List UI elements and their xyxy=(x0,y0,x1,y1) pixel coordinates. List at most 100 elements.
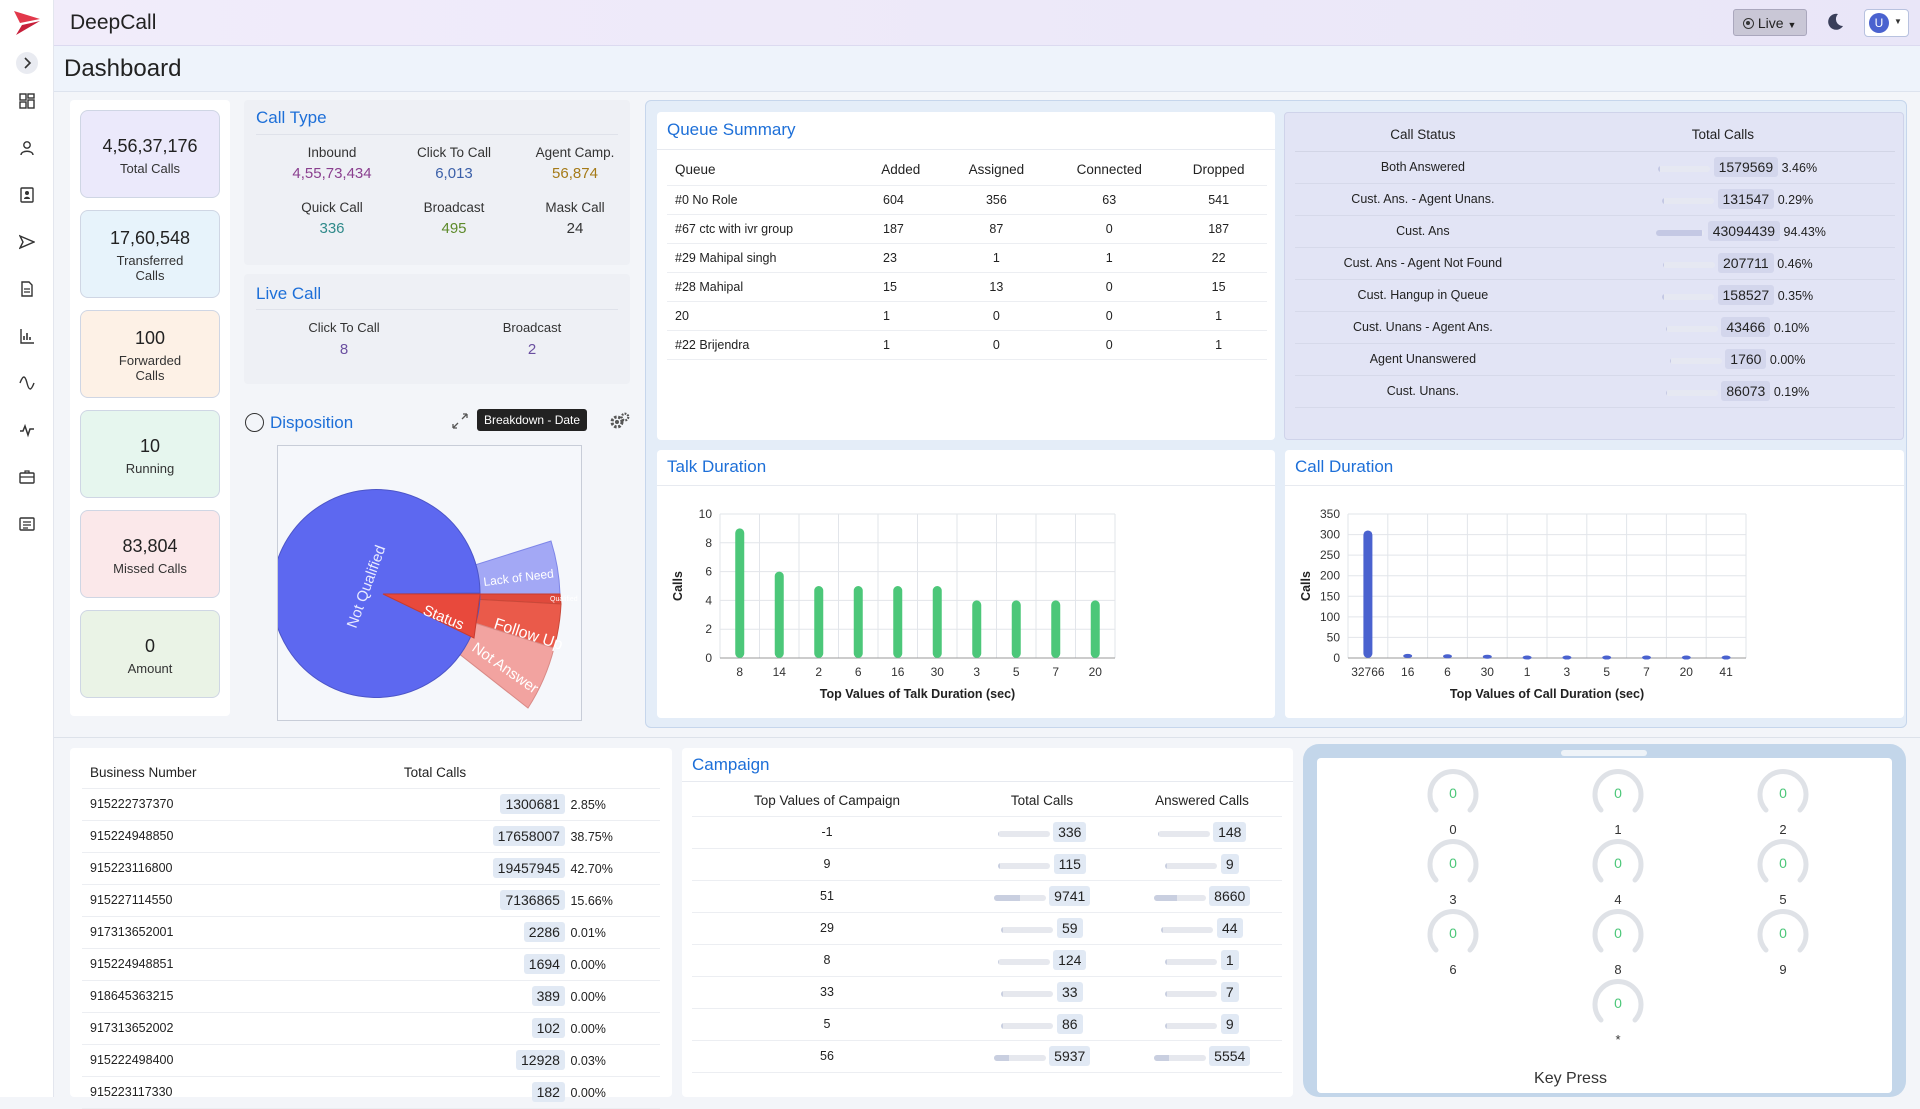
queue-cell: 0 xyxy=(1048,330,1171,360)
table-row[interactable]: 29 59 44 xyxy=(692,912,1282,945)
briefcase-icon[interactable] xyxy=(19,469,35,485)
bar-chart-icon[interactable] xyxy=(19,328,35,344)
disposition-title[interactable]: Disposition xyxy=(270,413,354,432)
key-press-gauge[interactable]: 0 9 xyxy=(1753,906,1813,977)
bar[interactable] xyxy=(1681,655,1691,660)
key-press-gauge[interactable]: 0 2 xyxy=(1753,766,1813,837)
table-row[interactable]: Cust. Ans - Agent Not Found 207711 0.46% xyxy=(1295,247,1895,280)
table-row[interactable]: 8 124 1 xyxy=(692,944,1282,977)
bar[interactable] xyxy=(1403,653,1413,658)
table-row[interactable]: 915222737370 1300681 2.85% xyxy=(82,788,660,821)
stat-card-total-calls[interactable]: 4,56,37,176 Total Calls xyxy=(80,110,220,198)
live-dropdown[interactable]: Live ▼ xyxy=(1733,9,1807,36)
table-row[interactable]: 5 86 9 xyxy=(692,1008,1282,1041)
table-row[interactable]: Cust. Unans. 86073 0.19% xyxy=(1295,375,1895,408)
bar[interactable] xyxy=(1602,655,1612,660)
stat-card-forwarded-calls[interactable]: 100 Forwarded Calls xyxy=(80,310,220,398)
table-row[interactable]: 918645363215 389 0.00% xyxy=(82,980,660,1013)
y-tick-label: 10 xyxy=(699,507,713,521)
stat-card-amount[interactable]: 0 Amount xyxy=(80,610,220,698)
table-row[interactable]: 51 9741 8660 xyxy=(692,880,1282,913)
table-row[interactable]: Both Answered 1579569 3.46% xyxy=(1295,151,1895,184)
table-row[interactable]: 917313652001 2286 0.01% xyxy=(82,916,660,949)
gauge-icon xyxy=(1757,839,1809,883)
table-row[interactable]: Cust. Ans. - Agent Unans. 131547 0.29% xyxy=(1295,183,1895,216)
bar[interactable] xyxy=(893,586,903,658)
bar[interactable] xyxy=(1482,654,1492,659)
user-avatar-menu[interactable]: U ▼ xyxy=(1864,9,1909,37)
dark-mode-toggle-icon[interactable] xyxy=(1824,11,1846,38)
bar[interactable] xyxy=(774,571,784,658)
table-row[interactable]: 915222498400 12928 0.03% xyxy=(82,1044,660,1077)
wave-icon[interactable] xyxy=(19,375,35,391)
table-row[interactable]: 915224948851 1694 0.00% xyxy=(82,948,660,981)
table-row[interactable]: #22 Brijendra 1 0 0 1 xyxy=(667,330,1267,360)
bar[interactable] xyxy=(1443,654,1452,659)
table-row[interactable]: 915223117330 182 0.00% xyxy=(82,1076,660,1109)
key-press-gauge[interactable]: 0 0 xyxy=(1423,766,1483,837)
table-row[interactable]: 915223116800 19457945 42.70% xyxy=(82,852,660,885)
call-duration-chart[interactable]: 0 50 100 150 200 250 300 350 32766 16 6 30 1 3 5 7 20 41 T… xyxy=(1285,487,1904,715)
talk-duration-chart[interactable]: 0 2 4 6 8 10 8 14 2 6 16 30 3 5 7 20 Top Values of Talk … xyxy=(657,487,1275,715)
bar[interactable] xyxy=(1721,655,1731,660)
x-tick-label: 20 xyxy=(1680,665,1694,679)
table-row[interactable]: 915227114550 7136865 15.66% xyxy=(82,884,660,917)
bar[interactable] xyxy=(1642,655,1651,660)
key-press-gauge[interactable]: 0 3 xyxy=(1423,836,1483,907)
x-tick-label: 30 xyxy=(1481,665,1495,679)
key-press-gauge[interactable]: 0 * xyxy=(1588,976,1648,1047)
key-press-gauge[interactable]: 0 5 xyxy=(1753,836,1813,907)
table-row[interactable]: Cust. Hangup in Queue 158527 0.35% xyxy=(1295,279,1895,312)
key-press-gauge[interactable]: 0 8 xyxy=(1588,906,1648,977)
bar[interactable] xyxy=(972,600,982,658)
expand-sidebar-icon[interactable] xyxy=(16,52,38,74)
send-icon[interactable] xyxy=(19,234,35,250)
deepcall-logo[interactable] xyxy=(12,9,42,37)
settings-gears-icon[interactable] xyxy=(609,411,631,436)
table-row[interactable]: 917313652002 102 0.00% xyxy=(82,1012,660,1045)
document-icon[interactable] xyxy=(19,281,35,297)
bar[interactable] xyxy=(853,586,863,658)
expand-icon[interactable] xyxy=(452,413,468,434)
bar[interactable] xyxy=(1051,600,1061,658)
bar[interactable] xyxy=(735,528,745,658)
bar[interactable] xyxy=(1363,530,1373,658)
bar[interactable] xyxy=(1011,600,1021,658)
table-row[interactable]: Cust. Ans 43094439 94.43% xyxy=(1295,215,1895,248)
disposition-radio[interactable] xyxy=(245,413,264,432)
table-row[interactable]: 56 5937 5554 xyxy=(692,1040,1282,1073)
bar[interactable] xyxy=(1090,600,1100,658)
list-icon[interactable] xyxy=(19,516,35,532)
table-row[interactable]: #29 Mahipal singh 23 1 1 22 xyxy=(667,243,1267,273)
queue-cell: 0 xyxy=(1048,301,1171,331)
table-row[interactable]: 33 33 7 xyxy=(692,976,1282,1009)
key-press-gauge[interactable]: 0 4 xyxy=(1588,836,1648,907)
table-row[interactable]: #67 ctc with ivr group 187 87 0 187 xyxy=(667,214,1267,244)
user-icon[interactable] xyxy=(19,140,35,156)
table-row[interactable]: -1 336 148 xyxy=(692,816,1282,849)
campaign-name: 51 xyxy=(692,880,962,913)
key-press-gauge[interactable]: 0 6 xyxy=(1423,906,1483,977)
call-type-value: 4,55,73,434 xyxy=(292,165,372,182)
bar[interactable] xyxy=(1562,655,1572,660)
business-number: 917313652002 xyxy=(82,1012,210,1045)
table-row[interactable]: Agent Unanswered 1760 0.00% xyxy=(1295,343,1895,376)
disposition-chart[interactable]: Not Qualified Lack of Need Qualified Sta… xyxy=(271,445,582,721)
bar[interactable] xyxy=(1522,655,1532,660)
table-row[interactable]: Cust. Unans - Agent Ans. 43466 0.10% xyxy=(1295,311,1895,344)
bar[interactable] xyxy=(932,586,942,658)
table-row[interactable]: 20 1 0 0 1 xyxy=(667,301,1267,331)
dashboard-icon[interactable] xyxy=(19,93,35,109)
table-row[interactable]: #0 No Role 604 356 63 541 xyxy=(667,185,1267,215)
contact-card-icon[interactable] xyxy=(19,187,35,203)
stat-card-running[interactable]: 10 Running xyxy=(80,410,220,498)
table-row[interactable]: #28 Mahipal 15 13 0 15 xyxy=(667,272,1267,302)
table-row[interactable]: 9 115 9 xyxy=(692,848,1282,881)
stat-card-transferred-calls[interactable]: 17,60,548 Transferred Calls xyxy=(80,210,220,298)
activity-icon[interactable] xyxy=(19,422,35,438)
key-press-gauge[interactable]: 0 1 xyxy=(1588,766,1648,837)
call-status-name: Cust. Ans xyxy=(1295,215,1551,248)
stat-card-missed-calls[interactable]: 83,804 Missed Calls xyxy=(80,510,220,598)
table-row[interactable]: 915224948850 17658007 38.75% xyxy=(82,820,660,853)
bar[interactable] xyxy=(814,586,824,658)
